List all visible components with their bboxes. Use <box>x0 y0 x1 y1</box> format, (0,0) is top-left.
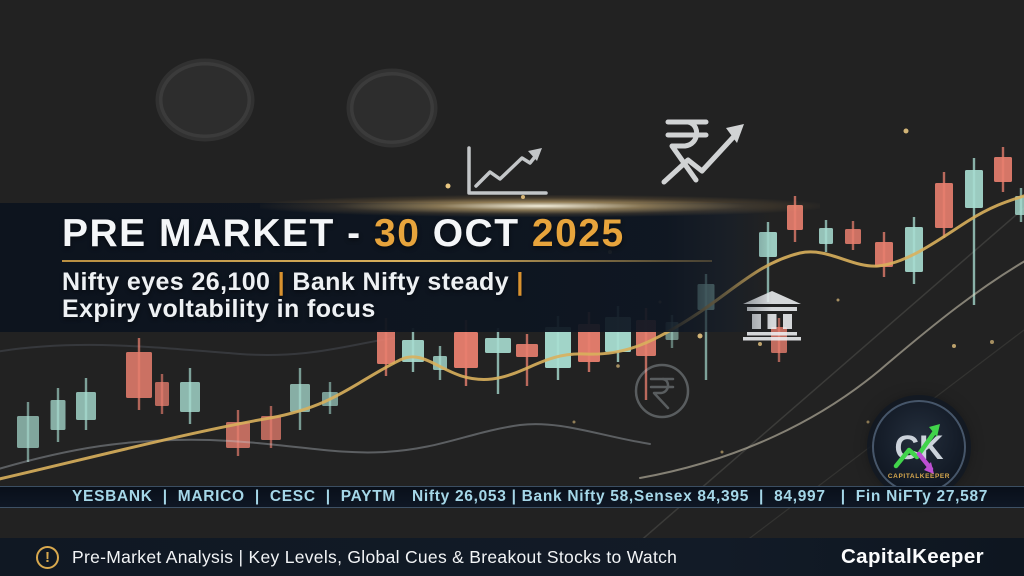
title-date-day: 30 <box>374 212 421 255</box>
logo-caption: CAPITALKEEPER <box>888 473 950 480</box>
subtitle-pipe: | <box>516 268 524 296</box>
subtitle-segment: Expiry voltability in focus <box>62 295 376 323</box>
footer-text: Pre-Market Analysis | Key Levels, Global… <box>72 546 678 567</box>
title-date-year: 2025 <box>531 212 625 255</box>
subtitle-line-2: Expiry voltability in focus <box>62 296 772 323</box>
capitalkeeper-logo: CK CAPITALKEEPER <box>872 400 966 494</box>
subtitle-pipe: | <box>277 268 286 296</box>
subtitle-segment: Nifty eyes 26,100 <box>62 268 278 296</box>
watermark-circle <box>155 58 438 148</box>
title-underline <box>62 260 712 262</box>
ticker-bar: YESBANK | MARICO | CESC | PAYTM Nifty 26… <box>0 486 1024 508</box>
footer-bar: ! Pre-Market Analysis | Key Levels, Glob… <box>0 538 1024 576</box>
rupee-coin-icon <box>634 363 690 419</box>
page-title: PRE MARKET - 30 OCT 2025 <box>62 212 772 256</box>
title-date-month: OCT <box>420 212 532 255</box>
ck-monogram-art: CK CAPITALKEEPER <box>888 424 950 480</box>
subtitle-segment: Bank Nifty steady <box>285 268 517 296</box>
subtitle-line-1: Nifty eyes 26,100 | Bank Nifty steady | <box>62 269 772 296</box>
alert-icon: ! <box>36 545 59 569</box>
line-chart-icon <box>467 146 548 195</box>
ticker-watchlist: YESBANK | MARICO | CESC | PAYTM <box>72 488 396 505</box>
ticker-indices: Nifty 26,053 | Bank Nifty 58,Sensex 84,3… <box>412 488 989 505</box>
title-text: PRE MARKET - <box>62 212 374 255</box>
rupee-growth-icon <box>661 119 744 185</box>
headline-banner: PRE MARKET - 30 OCT 2025 Nifty eyes 26,1… <box>0 203 772 332</box>
brand-name: CapitalKeeper <box>840 545 984 568</box>
alert-glyph: ! <box>45 548 50 566</box>
